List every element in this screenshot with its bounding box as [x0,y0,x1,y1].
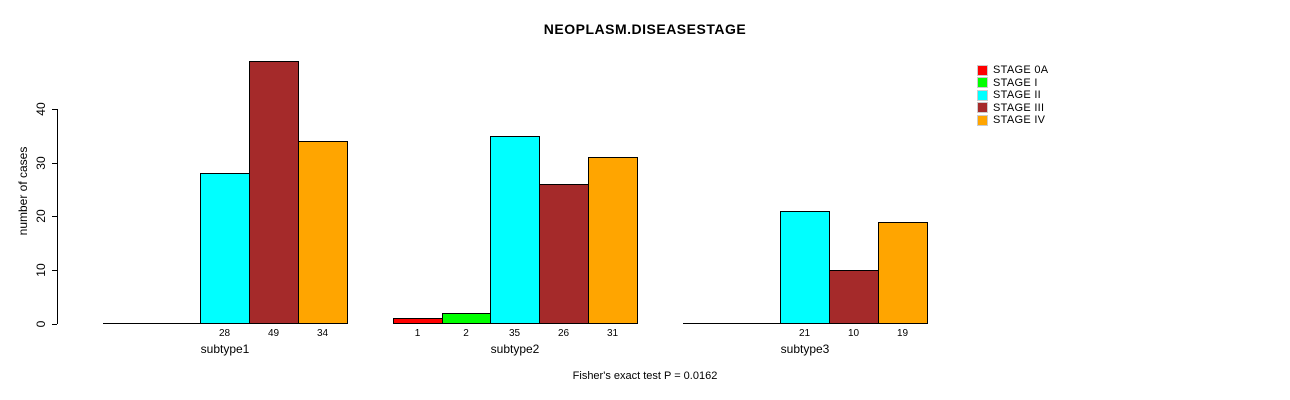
bar-value-label: 28 [218,328,231,339]
y-axis-tick [52,324,57,325]
y-axis-tick [52,216,57,217]
bar-value-label: 10 [847,328,860,339]
legend-label: STAGE II [993,89,1042,102]
y-axis-tick [52,109,57,110]
y-axis-tick-label: 20 [34,209,48,223]
bar-stage-iv-subtype1 [298,141,348,324]
legend-label: STAGE III [993,101,1045,114]
bar-group-subtype3: 21 10 19 subtype3 [683,0,928,400]
legend-entry: STAGE II [977,89,1048,102]
y-axis-tick [52,163,57,164]
bar-value-label: 49 [267,328,280,339]
legend-swatch [977,77,988,89]
legend-label: STAGE I [993,76,1038,89]
legend-swatch [977,89,988,101]
bar-stage-i-subtype2 [442,313,491,324]
group-label: subtype2 [490,342,540,356]
y-axis-tick-label: 30 [34,156,48,170]
bar-stage-iii-subtype1 [249,61,299,324]
legend-swatch [977,102,988,114]
bar-stage-iv-subtype2 [588,157,638,324]
y-axis-tick-label: 10 [34,263,48,277]
bar-value-label: 26 [557,328,570,339]
bar-value-label: 21 [798,328,811,339]
bar-value-label: 34 [316,328,329,339]
annotation: Fisher's exact test P = 0.0162 [572,370,718,382]
legend-swatch [977,64,988,76]
legend-label: STAGE IV [993,114,1046,127]
bar-stage-iv-subtype3 [878,222,928,324]
legend-entry: STAGE 0A [977,64,1048,77]
bar-group-subtype1: 28 49 34 subtype1 [103,0,348,400]
chart-title: NEOPLASM.DISEASESTAGE [543,21,747,37]
legend-swatch [977,114,988,126]
bar-stage-iii-subtype2 [539,184,589,324]
y-axis-tick [52,270,57,271]
bar-stage-ii-subtype2 [490,136,540,324]
legend: STAGE 0A STAGE I STAGE II STAGE III STAGE IV [977,64,1048,127]
legend-entry: STAGE III [977,102,1048,115]
bar-stage-ii-subtype3 [780,211,830,324]
bar-stage-0a-subtype2 [393,318,443,324]
bar-stage-iii-subtype3 [829,270,879,324]
bar-value-label: 31 [606,328,619,339]
y-axis-title: number of cases [16,146,30,236]
y-axis-tick-label: 40 [34,102,48,116]
bar-value-label: 19 [896,328,909,339]
bar-stage-ii-subtype1 [200,173,250,324]
legend-entry: STAGE IV [977,114,1048,127]
bar-value-label: 35 [508,328,521,339]
bar-value-label: 2 [463,328,469,339]
legend-label: STAGE 0A [993,64,1049,77]
bar-group-subtype2: 1 2 35 26 31 subtype2 [393,0,638,400]
group-label: subtype3 [780,342,830,356]
group-label: subtype1 [200,342,250,356]
y-axis-line [57,109,58,324]
legend-entry: STAGE I [977,77,1048,90]
bar-value-label: 1 [414,328,421,339]
y-axis-tick-label: 0 [34,320,48,328]
